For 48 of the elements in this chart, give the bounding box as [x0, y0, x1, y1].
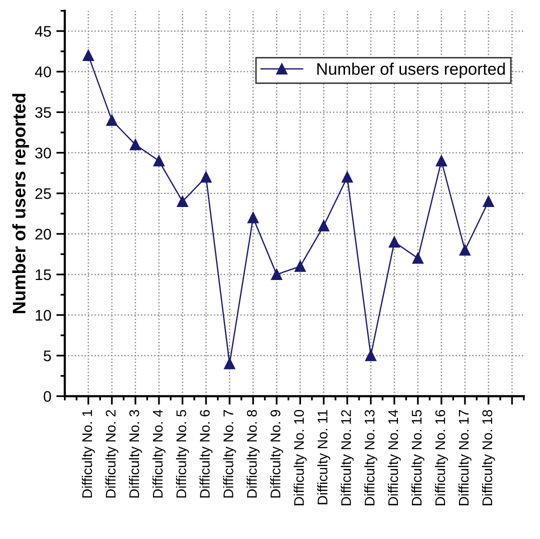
y-tick-label: 25: [35, 188, 51, 200]
x-tick-label: Difficulty No. 14: [388, 410, 401, 506]
x-tick-label: Difficulty No. 9: [270, 410, 284, 498]
point: [459, 244, 471, 256]
point: [294, 260, 306, 272]
point: [200, 172, 212, 183]
y-axis-title: Number of users reported: [12, 94, 30, 314]
point: [130, 139, 141, 150]
x-tick-label: Difficulty No. 5: [176, 410, 189, 498]
x-tick-label: Difficulty No. 2: [105, 410, 118, 498]
point: [365, 350, 376, 362]
x-tick-label: Difficulty No. 15: [411, 410, 424, 506]
y-tick-label: 45: [34, 26, 51, 37]
y-tick-label: 10: [36, 310, 52, 321]
x-tick-label: Difficulty No. 3: [128, 410, 142, 498]
x-tick-label: Difficulty No. 8: [246, 410, 260, 498]
x-tick-label: Difficulty No. 16: [434, 410, 448, 506]
x-tick-label: Difficulty No. 11: [317, 410, 330, 504]
y-tick-label: 40: [34, 66, 52, 78]
point: [82, 50, 94, 61]
y-tick-label: 20: [35, 228, 52, 240]
x-tick-label: Difficulty No. 7: [223, 410, 236, 498]
point: [388, 236, 400, 248]
x-tick-label: Difficulty No. 4: [152, 410, 166, 498]
point: [436, 155, 447, 166]
point: [482, 196, 494, 207]
y-tick-label: 15: [36, 269, 51, 280]
point: [318, 220, 330, 232]
y-tick-label: 0: [44, 391, 52, 402]
x-tick-label: Difficulty No. 17: [458, 410, 472, 506]
legend-label: Number of users reported: [317, 62, 505, 78]
x-tick-label: Difficulty No. 10: [294, 410, 307, 506]
point: [248, 212, 259, 224]
point: [176, 196, 188, 207]
y-tick-label: 30: [35, 148, 52, 158]
x-tick-label: Difficulty No. 13: [364, 410, 378, 506]
y-tick-label: 35: [35, 107, 51, 118]
x-tick-label: Difficulty No. 1: [82, 410, 95, 498]
point: [342, 172, 353, 183]
point: [224, 358, 236, 370]
x-tick-label: Difficulty No. 18: [482, 410, 495, 506]
x-tick-label: Difficulty No. 6: [200, 410, 213, 498]
x-tick-label: Difficulty No. 12: [340, 410, 354, 506]
point: [271, 268, 282, 280]
point: [153, 155, 165, 166]
point: [412, 252, 424, 264]
point: [106, 114, 118, 126]
y-tick-label: 5: [44, 350, 51, 362]
